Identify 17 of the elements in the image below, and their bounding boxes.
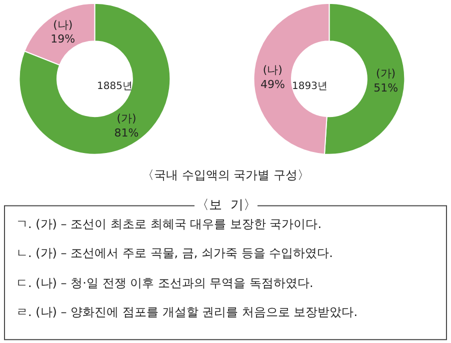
donut-slice [18,2,171,155]
text: ㄷ. (나) – 청·일 전쟁 이후 조선과의 무역을 독점하였다. [16,276,314,290]
text: 〈보 기〉 [196,198,256,213]
text: 〈국내 수입액의 국가별 구성〉 [142,168,310,182]
slice-label: (나) [262,63,282,76]
text: 1893년 [292,81,328,92]
slice-label: (가) [116,112,136,126]
text: ㄱ. (가) – 조선이 최초로 최혜국 대우를 보장한 국가이다. [16,217,322,231]
slice-label: (가) [376,67,396,80]
data-label: 19% [50,32,76,46]
slice-label: (나) [53,18,73,32]
text: ㄴ. (가) – 조선에서 주로 곡물, 금, 쇠가죽 등을 수입하였다. [16,246,333,260]
data-label: 51% [374,81,398,94]
data-label: 49% [260,78,285,91]
data-label: 81% [114,126,139,140]
text: 1885년 [97,81,132,92]
text: ㄹ. (나) – 양화진에 점포를 개설할 권리를 처음으로 보장받았다. [16,305,358,319]
